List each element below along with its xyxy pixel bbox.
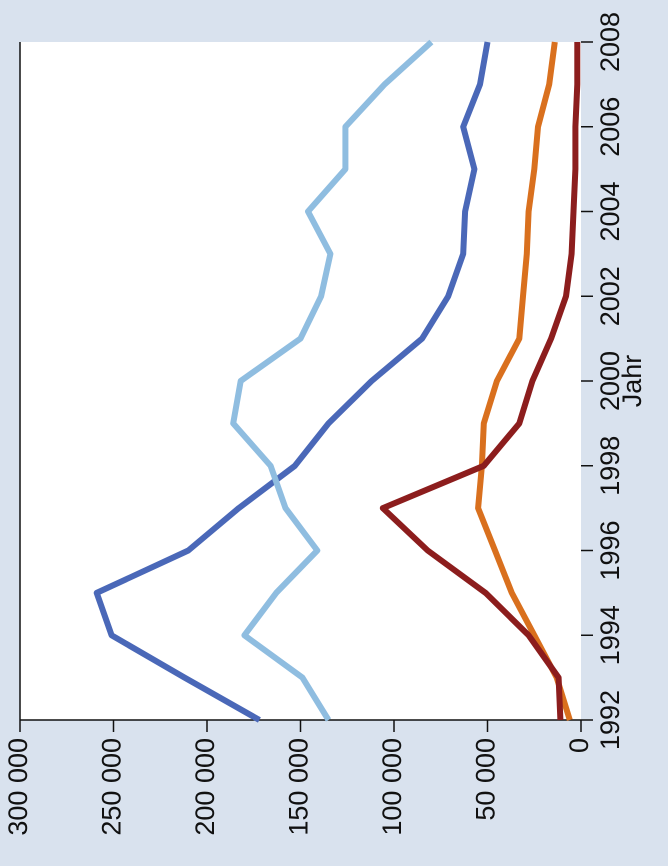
y-tick-label-200000: 200 000 xyxy=(190,738,220,836)
x-axis-title: Jahr xyxy=(617,355,647,408)
y-tick-label-150000: 150 000 xyxy=(284,738,314,836)
y-tick-label-100000: 100 000 xyxy=(377,738,407,836)
x-tick-label-1994: 1994 xyxy=(595,605,625,665)
series-line-2 xyxy=(230,39,434,722)
x-tick-label-1992: 1992 xyxy=(595,690,625,750)
plot-area xyxy=(20,42,581,720)
x-tick-label-1996: 1996 xyxy=(595,520,625,580)
x-tick-label-2008: 2008 xyxy=(595,12,625,72)
x-tick-label-2002: 2002 xyxy=(595,266,625,326)
y-tick-label-50000: 50 000 xyxy=(471,738,501,821)
x-tick-label-2000: 2000 xyxy=(595,351,625,411)
x-tick-label-2004: 2004 xyxy=(595,181,625,241)
y-tick-label-0: 0 xyxy=(564,738,594,753)
x-tick-label-2006: 2006 xyxy=(595,97,625,157)
y-tick-label-250000: 250 000 xyxy=(97,738,127,836)
y-tick-label-300000: 300 000 xyxy=(3,738,33,836)
series-line-3 xyxy=(475,41,573,721)
series-line-4 xyxy=(379,42,581,721)
x-tick-label-1998: 1998 xyxy=(595,436,625,496)
series-line-1 xyxy=(93,41,491,723)
